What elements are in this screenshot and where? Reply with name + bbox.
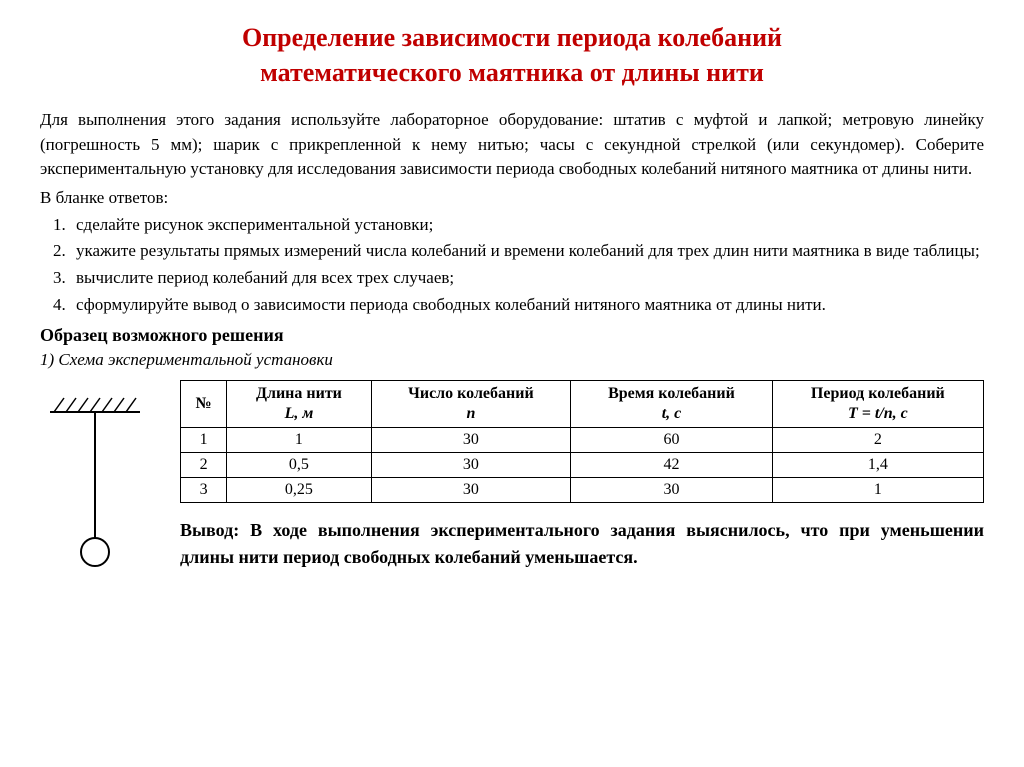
cell-ct: 30 — [371, 478, 571, 503]
col-num-label: № — [196, 395, 212, 412]
cell-n: 3 — [181, 478, 227, 503]
table-header-row: № Длина нити L, м Число колебаний n Врем… — [181, 381, 984, 428]
blank-label: В бланке ответов: — [40, 186, 984, 211]
cell-ct: 30 — [371, 428, 571, 453]
col-period-top: Период колебаний — [811, 385, 945, 402]
cell-T: 1 — [772, 478, 983, 503]
cell-T: 2 — [772, 428, 983, 453]
table-column: № Длина нити L, м Число колебаний n Врем… — [180, 380, 984, 571]
list-item: сформулируйте вывод о зависимости период… — [70, 293, 984, 318]
cell-t: 60 — [571, 428, 772, 453]
title-line1: Определение зависимости периода колебани… — [242, 23, 782, 52]
diagram-column — [40, 380, 160, 578]
col-time-top: Время колебаний — [608, 385, 735, 402]
col-length-top: Длина нити — [256, 385, 342, 402]
list-item: сделайте рисунок экспериментальной устан… — [70, 213, 984, 238]
title-line2: математического маятника от длины нити — [260, 58, 764, 87]
conclusion: Вывод: В ходе выполнения экспериментальн… — [180, 517, 984, 571]
pendulum-diagram — [40, 388, 150, 578]
cell-ct: 30 — [371, 453, 571, 478]
table-row: 3 0,25 30 30 1 — [181, 478, 984, 503]
list-item: укажите результаты прямых измерений числ… — [70, 239, 984, 264]
cell-T: 1,4 — [772, 453, 983, 478]
cell-n: 1 — [181, 428, 227, 453]
cell-n: 2 — [181, 453, 227, 478]
data-table: № Длина нити L, м Число колебаний n Врем… — [180, 380, 984, 503]
cell-L: 1 — [227, 428, 371, 453]
scheme-label: 1) Схема экспериментальной установки — [40, 350, 984, 370]
table-row: 2 0,5 30 42 1,4 — [181, 453, 984, 478]
table-row: 1 1 30 60 2 — [181, 428, 984, 453]
cell-L: 0,5 — [227, 453, 371, 478]
cell-t: 42 — [571, 453, 772, 478]
col-time-sub: t, с — [662, 405, 682, 422]
col-period-sub: T = t/n, с — [848, 405, 908, 422]
col-period: Период колебаний T = t/n, с — [772, 381, 983, 428]
intro-paragraph: Для выполнения этого задания используйте… — [40, 108, 984, 182]
conclusion-body: В ходе выполнения экспериментального зад… — [180, 520, 984, 567]
col-count: Число колебаний n — [371, 381, 571, 428]
col-length-sub: L, м — [285, 405, 314, 422]
cell-L: 0,25 — [227, 478, 371, 503]
col-count-top: Число колебаний — [408, 385, 534, 402]
col-num: № — [181, 381, 227, 428]
conclusion-lead: Вывод: — [180, 520, 239, 540]
solution-heading: Образец возможного решения — [40, 325, 984, 346]
page-title: Определение зависимости периода колебани… — [40, 20, 984, 90]
content-row: № Длина нити L, м Число колебаний n Врем… — [40, 380, 984, 578]
col-time: Время колебаний t, с — [571, 381, 772, 428]
col-length: Длина нити L, м — [227, 381, 371, 428]
instruction-list: сделайте рисунок экспериментальной устан… — [40, 213, 984, 318]
list-item: вычислите период колебаний для всех трех… — [70, 266, 984, 291]
cell-t: 30 — [571, 478, 772, 503]
col-count-sub: n — [466, 405, 475, 422]
